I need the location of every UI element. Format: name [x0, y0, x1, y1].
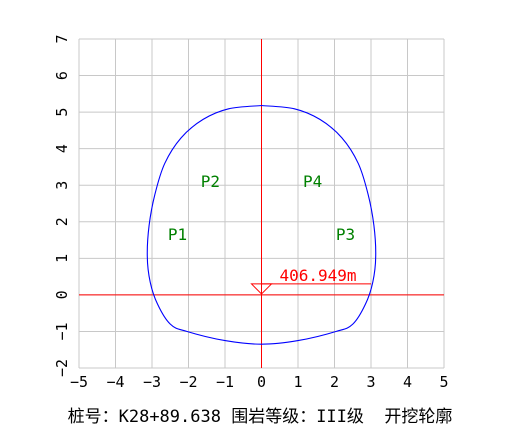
x-tick-label: 2: [330, 373, 339, 391]
excavation-outline: [146, 104, 377, 345]
zone-labels: P1 P2 P4 P3: [168, 172, 355, 244]
x-tick-label: 1: [293, 373, 302, 391]
y-tick-label: 0: [53, 290, 71, 299]
x-tick-label: −4: [106, 373, 124, 391]
zone-label-p3: P3: [336, 225, 355, 244]
y-tick-label: 2: [53, 217, 71, 226]
y-tick-label: 7: [53, 34, 71, 43]
y-tick-label: 4: [53, 144, 71, 153]
y-tick-label: 1: [53, 254, 71, 263]
axes: [79, 39, 444, 368]
elevation-label: 406.949m: [280, 266, 357, 285]
y-tick-label: 6: [53, 71, 71, 80]
x-tick-label: 3: [366, 373, 375, 391]
x-tick-label: −5: [70, 373, 88, 391]
x-tick-label: 4: [403, 373, 412, 391]
y-tick-label: −1: [53, 322, 71, 340]
x-tick-label: 5: [439, 373, 448, 391]
excavation-profile-plot: −5 −4 −3 −2 −1 0 1 2 3 4 5 −2 −1 0 1 2 3 4 5 6 7 P1 P2 P4 P3 40…: [53, 34, 449, 391]
elevation-marker: 406.949m: [250, 266, 371, 295]
y-tick-label: 5: [53, 108, 71, 117]
y-tick-label: 3: [53, 181, 71, 190]
x-tick-label: −2: [179, 373, 197, 391]
zone-label-p1: P1: [168, 225, 187, 244]
x-tick-label: −3: [143, 373, 161, 391]
x-tick-label: −1: [216, 373, 234, 391]
section-caption: 桩号：K28+89.638 围岩等级：III级 开挖轮廓: [67, 407, 453, 427]
tick-labels: −5 −4 −3 −2 −1 0 1 2 3 4 5 −2 −1 0 1 2 3 4 5 6 7: [53, 34, 449, 391]
x-tick-label: 0: [257, 373, 266, 391]
zone-label-p4: P4: [303, 172, 322, 191]
y-tick-label: −2: [53, 359, 71, 377]
zone-label-p2: P2: [201, 172, 220, 191]
